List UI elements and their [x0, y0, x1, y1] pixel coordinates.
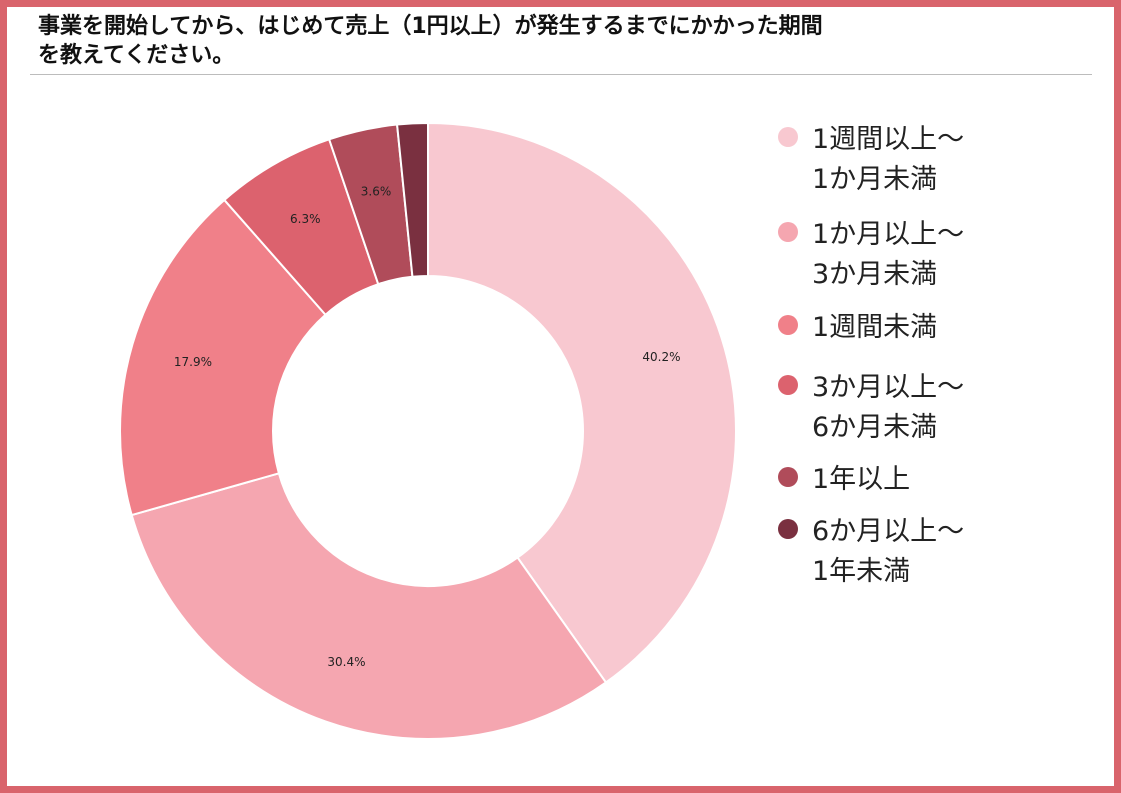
legend-label: 1か月以上～ 3か月未満 — [812, 215, 964, 295]
legend-swatch — [778, 127, 798, 147]
legend-item-2: 1か月以上～ 3か月未満 — [778, 215, 964, 295]
legend-item-6: 6か月以上～ 1年未満 — [778, 512, 964, 592]
legend-item-5: 1年以上 — [778, 460, 910, 500]
legend-swatch — [778, 315, 798, 335]
legend-label: 6か月以上～ 1年未満 — [812, 512, 964, 592]
legend-label: 1週間未満 — [812, 308, 937, 348]
legend-label-line: 1か月以上～ — [812, 219, 965, 250]
legend-swatch — [778, 467, 798, 487]
legend-item-4: 3か月以上～ 6か月未満 — [778, 368, 964, 448]
legend-label-line: 1週間以上～ — [812, 124, 965, 155]
title-divider — [30, 74, 1092, 75]
donut-slice-1 — [427, 121, 737, 684]
legend-label-line: 3か月以上～ — [812, 372, 965, 403]
legend-label-line: 1年未満 — [812, 556, 911, 587]
chart-title-line-1: 事業を開始してから、はじめて売上（1円以上）が発生するまでにかかった期間 — [38, 14, 823, 39]
legend-swatch — [778, 519, 798, 539]
legend-item-1: 1週間以上～ 1か月未満 — [778, 120, 964, 200]
legend-label: 3か月以上～ 6か月未満 — [812, 368, 964, 448]
donut-slice-2 — [130, 472, 608, 740]
slice-value-label-4: 6.3% — [290, 212, 321, 226]
legend-label-line: 1週間未満 — [812, 312, 938, 343]
legend-label-line: 1か月未満 — [812, 164, 938, 195]
slice-value-label-1: 40.2% — [642, 350, 680, 364]
legend-swatch — [778, 375, 798, 395]
donut-slice-6 — [395, 121, 429, 278]
legend-label-line: 6か月未満 — [812, 412, 938, 443]
slice-value-label-2: 30.4% — [327, 655, 365, 669]
slice-value-label-5: 3.6% — [361, 185, 392, 199]
legend-label-line: 1年以上 — [812, 464, 911, 495]
donut-slice-3 — [119, 198, 327, 517]
legend-swatch — [778, 222, 798, 242]
legend-label: 1年以上 — [812, 460, 910, 500]
chart-title: 事業を開始してから、はじめて売上（1円以上）が発生するまでにかかった期間 を教え… — [38, 12, 1088, 70]
legend-label-line: 6か月以上～ — [812, 516, 965, 547]
legend-label: 1週間以上～ 1か月未満 — [812, 120, 964, 200]
slice-value-label-3: 17.9% — [174, 355, 212, 369]
chart-title-line-2: を教えてください。 — [38, 43, 235, 68]
legend-item-3: 1週間未満 — [778, 308, 937, 348]
legend-label-line: 3か月未満 — [812, 259, 938, 290]
